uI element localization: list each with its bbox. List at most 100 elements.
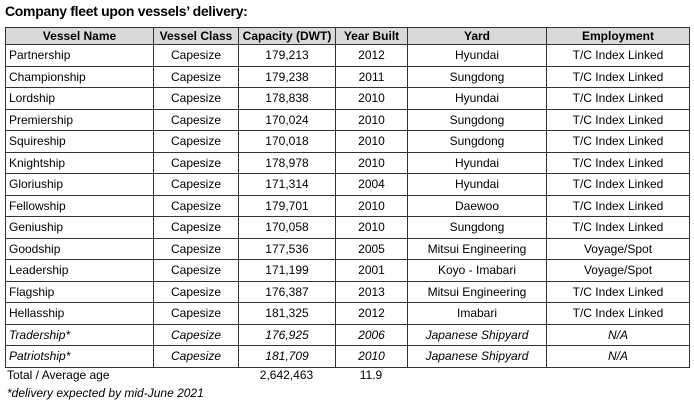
- footnote: *delivery expected by mid-June 2021: [7, 386, 204, 400]
- cell: 2010: [335, 87, 408, 110]
- cell: 2010: [335, 108, 408, 131]
- header-row: Vessel Name Vessel Class Capacity (DWT) Yea…: [5, 27, 690, 45]
- cell: Capesize: [153, 194, 239, 217]
- cell: Capesize: [153, 87, 239, 110]
- cell: 2011: [335, 65, 408, 88]
- cell: Japanese Shipyard: [407, 323, 547, 346]
- title: Company fleet upon vessels’ delivery:: [5, 3, 248, 19]
- cell: 177,536: [238, 237, 336, 260]
- cell: Capesize: [153, 302, 239, 325]
- cell: 171,199: [238, 259, 336, 282]
- cell: T/C Index Linked: [546, 130, 690, 153]
- cell: 2013: [335, 280, 408, 303]
- cell: Hyundai: [407, 87, 547, 110]
- vessel-row: Flagship Capesize 176,387 2013 Mitsui Engine…: [5, 280, 690, 303]
- cell: 2010: [335, 194, 408, 217]
- cell: 179,238: [238, 65, 336, 88]
- cell: T/C Index Linked: [546, 173, 690, 196]
- cell: Capesize: [153, 345, 239, 368]
- cell: 181,709: [238, 345, 336, 368]
- cell: Koyo - Imabari: [407, 259, 547, 282]
- cell: Sungdong: [407, 65, 547, 88]
- cell: Capesize: [153, 323, 239, 346]
- total-row: Total / Average age 2,642,463 11.9: [0, 368, 694, 384]
- cell: 170,058: [238, 216, 336, 239]
- cell: 2006: [335, 323, 408, 346]
- column-header: Capacity (DWT): [238, 27, 336, 45]
- cell: Capesize: [153, 259, 239, 282]
- vessel-row: Knightship Capesize 178,978 2010 Hyundai T/C …: [5, 151, 690, 174]
- cell: Daewoo: [407, 194, 547, 217]
- cell: Hellasship: [5, 302, 154, 325]
- vessel-row: Goodship Capesize 177,536 2005 Mitsui Engine…: [5, 237, 690, 260]
- cell: Capesize: [153, 44, 239, 67]
- cell: N/A: [546, 345, 690, 368]
- cell: Goodship: [5, 237, 154, 260]
- column-header: Vessel Class: [153, 27, 239, 45]
- cell: 2010: [335, 216, 408, 239]
- cell: 2005: [335, 237, 408, 260]
- cell: Capesize: [153, 237, 239, 260]
- cell: 181,325: [238, 302, 336, 325]
- total-capacity: 2,642,463: [259, 368, 314, 382]
- cell: T/C Index Linked: [546, 65, 690, 88]
- cell: Gloriuship: [5, 173, 154, 196]
- cell: Fellowship: [5, 194, 154, 217]
- cell: 2004: [335, 173, 408, 196]
- cell: 178,978: [238, 151, 336, 174]
- vessel-row: Geniuship Capesize 170,058 2010 Sungdong T/C …: [5, 216, 690, 239]
- cell: Capesize: [153, 130, 239, 153]
- cell: Knightship: [5, 151, 154, 174]
- cell: Geniuship: [5, 216, 154, 239]
- cell: 2012: [335, 44, 408, 67]
- cell: 176,387: [238, 280, 336, 303]
- cell: Voyage/Spot: [546, 237, 690, 260]
- cell: 179,213: [238, 44, 336, 67]
- cell: 2010: [335, 130, 408, 153]
- cell: Hyundai: [407, 173, 547, 196]
- cell: Sungdong: [407, 108, 547, 131]
- cell: Imabari: [407, 302, 547, 325]
- vessel-row: Gloriuship Capesize 171,314 2004 Hyundai T/C …: [5, 173, 690, 196]
- cell: 2010: [335, 151, 408, 174]
- cell: Tradership*: [5, 323, 154, 346]
- vessel-row: Squireship Capesize 170,018 2010 Sungdong T/C…: [5, 130, 690, 153]
- cell: T/C Index Linked: [546, 216, 690, 239]
- cell: Capesize: [153, 151, 239, 174]
- cell: T/C Index Linked: [546, 151, 690, 174]
- table-body: Partnership Capesize 179,213 2012 Hyundai T/C…: [5, 44, 690, 368]
- cell: Championship: [5, 65, 154, 88]
- cell: 2001: [335, 259, 408, 282]
- cell: Hyundai: [407, 44, 547, 67]
- fleet-table: Vessel Name Vessel Class Capacity (DWT) Yea…: [5, 27, 690, 368]
- cell: 170,018: [238, 130, 336, 153]
- vessel-row: Premiership Capesize 170,024 2010 Sungdong T/…: [5, 108, 690, 131]
- column-header: Yard: [407, 27, 547, 45]
- vessel-row: Fellowship Capesize 179,701 2010 Daewoo T/C I…: [5, 194, 690, 217]
- cell: Capesize: [153, 216, 239, 239]
- cell: Partnership: [5, 44, 154, 67]
- cell: T/C Index Linked: [546, 108, 690, 131]
- vessel-row: Partnership Capesize 179,213 2012 Hyundai T/C…: [5, 44, 690, 67]
- cell: Sungdong: [407, 216, 547, 239]
- column-header: Employment: [546, 27, 690, 45]
- total-label: Total / Average age: [7, 368, 110, 382]
- cell: 2012: [335, 302, 408, 325]
- cell: Mitsui Engineering: [407, 280, 547, 303]
- cell: Leadership: [5, 259, 154, 282]
- cell: 170,024: [238, 108, 336, 131]
- cell: Mitsui Engineering: [407, 237, 547, 260]
- cell: Squireship: [5, 130, 154, 153]
- vessel-row: Lordship Capesize 178,838 2010 Hyundai T/C In…: [5, 87, 690, 110]
- vessel-row: Championship Capesize 179,238 2011 Sungdong T…: [5, 65, 690, 88]
- cell: T/C Index Linked: [546, 87, 690, 110]
- cell: Japanese Shipyard: [407, 345, 547, 368]
- cell: Hyundai: [407, 151, 547, 174]
- cell: T/C Index Linked: [546, 194, 690, 217]
- cell: N/A: [546, 323, 690, 346]
- cell: Capesize: [153, 173, 239, 196]
- cell: 2010: [335, 345, 408, 368]
- vessel-row: Leadership Capesize 171,199 2001 Koyo - Imab…: [5, 259, 690, 282]
- column-header: Year Built: [335, 27, 408, 45]
